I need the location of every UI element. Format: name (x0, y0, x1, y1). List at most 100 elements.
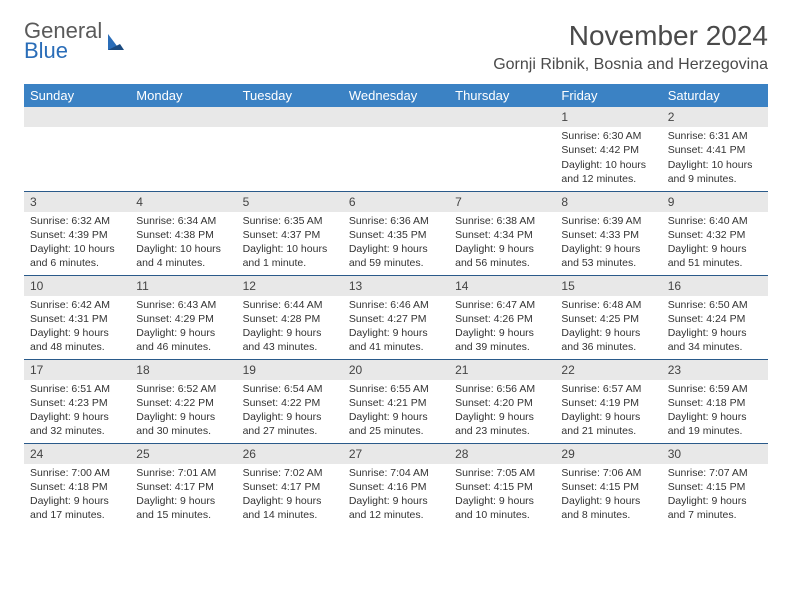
day-number: 17 (24, 360, 130, 380)
sail-icon (106, 32, 126, 52)
day-info-line: Sunset: 4:15 PM (455, 480, 549, 494)
day-info-line: Sunset: 4:41 PM (668, 143, 762, 157)
day-info-line: Daylight: 10 hours and 4 minutes. (136, 242, 230, 270)
calendar-day-cell: 23Sunrise: 6:59 AMSunset: 4:18 PMDayligh… (662, 359, 768, 443)
day-info-line: Sunset: 4:25 PM (561, 312, 655, 326)
day-number (237, 107, 343, 127)
calendar-day-cell: 1Sunrise: 6:30 AMSunset: 4:42 PMDaylight… (555, 107, 661, 191)
day-content: Sunrise: 6:56 AMSunset: 4:20 PMDaylight:… (449, 380, 555, 443)
day-number: 19 (237, 360, 343, 380)
day-info-line: Daylight: 9 hours and 14 minutes. (243, 494, 337, 522)
day-info-line: Daylight: 9 hours and 30 minutes. (136, 410, 230, 438)
day-content: Sunrise: 7:05 AMSunset: 4:15 PMDaylight:… (449, 464, 555, 527)
calendar-day-cell: 13Sunrise: 6:46 AMSunset: 4:27 PMDayligh… (343, 275, 449, 359)
calendar-day-cell: 3Sunrise: 6:32 AMSunset: 4:39 PMDaylight… (24, 191, 130, 275)
day-content: Sunrise: 6:42 AMSunset: 4:31 PMDaylight:… (24, 296, 130, 359)
day-info-line: Sunrise: 6:52 AM (136, 382, 230, 396)
day-info-line: Sunset: 4:18 PM (30, 480, 124, 494)
day-info-line: Sunrise: 6:35 AM (243, 214, 337, 228)
day-info-line: Sunset: 4:15 PM (561, 480, 655, 494)
day-info-line: Sunset: 4:20 PM (455, 396, 549, 410)
day-content: Sunrise: 6:48 AMSunset: 4:25 PMDaylight:… (555, 296, 661, 359)
calendar-day-cell: 26Sunrise: 7:02 AMSunset: 4:17 PMDayligh… (237, 443, 343, 527)
day-number: 26 (237, 444, 343, 464)
day-number: 23 (662, 360, 768, 380)
day-info-line: Sunrise: 6:39 AM (561, 214, 655, 228)
calendar-day-cell: 29Sunrise: 7:06 AMSunset: 4:15 PMDayligh… (555, 443, 661, 527)
day-number: 30 (662, 444, 768, 464)
day-info-line: Sunset: 4:31 PM (30, 312, 124, 326)
calendar-day-cell (24, 107, 130, 191)
calendar-day-cell: 2Sunrise: 6:31 AMSunset: 4:41 PMDaylight… (662, 107, 768, 191)
calendar-day-cell: 9Sunrise: 6:40 AMSunset: 4:32 PMDaylight… (662, 191, 768, 275)
day-content (130, 127, 236, 187)
day-content: Sunrise: 6:46 AMSunset: 4:27 PMDaylight:… (343, 296, 449, 359)
calendar-day-cell: 22Sunrise: 6:57 AMSunset: 4:19 PMDayligh… (555, 359, 661, 443)
day-number: 24 (24, 444, 130, 464)
day-number: 10 (24, 276, 130, 296)
day-info-line: Daylight: 9 hours and 51 minutes. (668, 242, 762, 270)
day-info-line: Sunset: 4:24 PM (668, 312, 762, 326)
day-info-line: Sunrise: 6:48 AM (561, 298, 655, 312)
day-content: Sunrise: 6:54 AMSunset: 4:22 PMDaylight:… (237, 380, 343, 443)
day-number: 25 (130, 444, 236, 464)
calendar-day-cell: 19Sunrise: 6:54 AMSunset: 4:22 PMDayligh… (237, 359, 343, 443)
day-content: Sunrise: 6:57 AMSunset: 4:19 PMDaylight:… (555, 380, 661, 443)
day-info-line: Sunrise: 7:07 AM (668, 466, 762, 480)
day-info-line: Daylight: 9 hours and 17 minutes. (30, 494, 124, 522)
day-number (343, 107, 449, 127)
day-info-line: Sunrise: 6:36 AM (349, 214, 443, 228)
day-number: 18 (130, 360, 236, 380)
day-info-line: Sunrise: 6:34 AM (136, 214, 230, 228)
calendar-day-cell: 24Sunrise: 7:00 AMSunset: 4:18 PMDayligh… (24, 443, 130, 527)
day-content: Sunrise: 6:59 AMSunset: 4:18 PMDaylight:… (662, 380, 768, 443)
day-info-line: Daylight: 9 hours and 8 minutes. (561, 494, 655, 522)
day-content: Sunrise: 7:06 AMSunset: 4:15 PMDaylight:… (555, 464, 661, 527)
calendar-day-cell (130, 107, 236, 191)
day-info-line: Sunrise: 6:57 AM (561, 382, 655, 396)
day-content: Sunrise: 7:02 AMSunset: 4:17 PMDaylight:… (237, 464, 343, 527)
calendar-day-cell: 16Sunrise: 6:50 AMSunset: 4:24 PMDayligh… (662, 275, 768, 359)
calendar-day-cell: 30Sunrise: 7:07 AMSunset: 4:15 PMDayligh… (662, 443, 768, 527)
day-info-line: Daylight: 10 hours and 12 minutes. (561, 158, 655, 186)
day-info-line: Daylight: 9 hours and 7 minutes. (668, 494, 762, 522)
calendar-week-row: 3Sunrise: 6:32 AMSunset: 4:39 PMDaylight… (24, 191, 768, 275)
day-info-line: Sunset: 4:18 PM (668, 396, 762, 410)
day-info-line: Daylight: 9 hours and 19 minutes. (668, 410, 762, 438)
calendar-day-cell: 20Sunrise: 6:55 AMSunset: 4:21 PMDayligh… (343, 359, 449, 443)
day-number (449, 107, 555, 127)
day-info-line: Daylight: 9 hours and 59 minutes. (349, 242, 443, 270)
day-info-line: Sunset: 4:23 PM (30, 396, 124, 410)
day-number: 16 (662, 276, 768, 296)
day-info-line: Sunset: 4:22 PM (136, 396, 230, 410)
day-info-line: Sunset: 4:42 PM (561, 143, 655, 157)
calendar-day-cell: 4Sunrise: 6:34 AMSunset: 4:38 PMDaylight… (130, 191, 236, 275)
day-content: Sunrise: 7:07 AMSunset: 4:15 PMDaylight:… (662, 464, 768, 527)
brand-text: General Blue (24, 20, 102, 62)
day-info-line: Sunset: 4:28 PM (243, 312, 337, 326)
day-content: Sunrise: 6:55 AMSunset: 4:21 PMDaylight:… (343, 380, 449, 443)
day-number: 29 (555, 444, 661, 464)
day-info-line: Daylight: 9 hours and 15 minutes. (136, 494, 230, 522)
day-info-line: Daylight: 9 hours and 48 minutes. (30, 326, 124, 354)
calendar-table: Sunday Monday Tuesday Wednesday Thursday… (24, 84, 768, 527)
day-info-line: Daylight: 9 hours and 12 minutes. (349, 494, 443, 522)
day-number (24, 107, 130, 127)
day-info-line: Sunrise: 6:30 AM (561, 129, 655, 143)
day-content (343, 127, 449, 187)
day-info-line: Sunset: 4:27 PM (349, 312, 443, 326)
calendar-day-cell: 17Sunrise: 6:51 AMSunset: 4:23 PMDayligh… (24, 359, 130, 443)
day-info-line: Daylight: 9 hours and 25 minutes. (349, 410, 443, 438)
weekday-header: Tuesday (237, 84, 343, 107)
day-info-line: Daylight: 9 hours and 39 minutes. (455, 326, 549, 354)
location-text: Gornji Ribnik, Bosnia and Herzegovina (493, 56, 768, 74)
header: General Blue November 2024 Gornji Ribnik… (24, 20, 768, 74)
day-info-line: Sunset: 4:19 PM (561, 396, 655, 410)
brand-line2: Blue (24, 40, 102, 62)
day-info-line: Sunrise: 6:42 AM (30, 298, 124, 312)
day-content: Sunrise: 6:34 AMSunset: 4:38 PMDaylight:… (130, 212, 236, 275)
calendar-day-cell (237, 107, 343, 191)
day-number: 4 (130, 192, 236, 212)
weekday-header: Sunday (24, 84, 130, 107)
calendar-day-cell: 8Sunrise: 6:39 AMSunset: 4:33 PMDaylight… (555, 191, 661, 275)
